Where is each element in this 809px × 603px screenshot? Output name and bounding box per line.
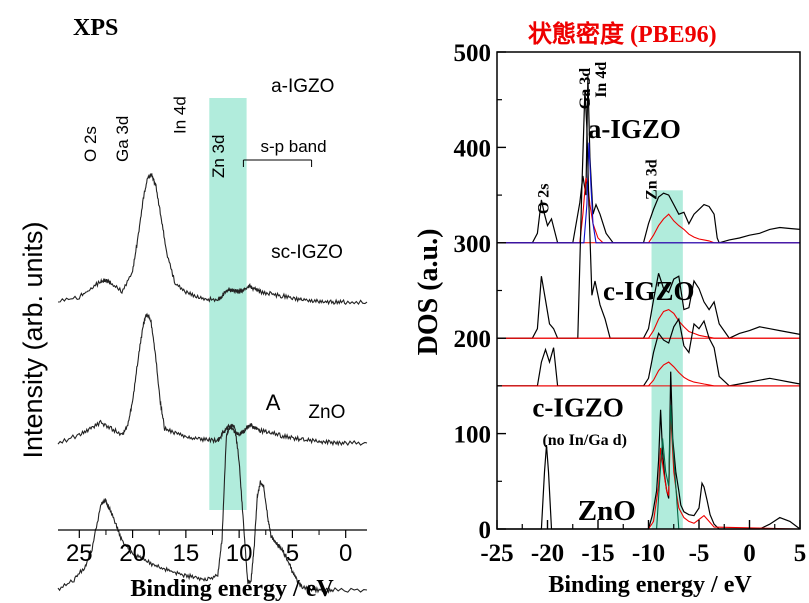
xps-annotation: Ga 3d [113, 116, 132, 162]
dos-y-tick-label: 200 [454, 326, 492, 353]
xps-y-label: Intensity (arb. units) [18, 221, 48, 458]
xps-series-line [57, 312, 368, 447]
xps-annotation: s-p band [260, 137, 326, 156]
dos-annotation: O 2s [535, 184, 552, 215]
dos-baselines [497, 242, 800, 387]
xps-panel: XPS 25 20 15 10 5 0 Binding energy / eV Inten… [18, 15, 368, 602]
dos-series-line [497, 142, 800, 244]
xps-annotation: O 2s [81, 126, 100, 162]
xps-annotation: In 4d [171, 96, 190, 134]
xps-ticks [78, 530, 347, 538]
dos-curves [497, 75, 801, 530]
dos-annotation: Ga 3d [577, 68, 594, 109]
dos-x-label: Binding energy / eV [548, 572, 752, 598]
xps-annotation: sc-IGZO [271, 242, 343, 263]
sp-band-bracket [242, 159, 313, 167]
xps-series-line [57, 423, 368, 594]
xps-annotation: ZnO [308, 402, 345, 423]
xps-title: XPS [73, 15, 118, 41]
xps-annotations: a-IGZO sc-IGZO ZnO A O 2s Ga 3d In 4d Zn 3d s-p … [81, 76, 345, 423]
dos-y-tick-label: 300 [454, 231, 492, 258]
dos-annotations: a-IGZO c-IGZO c-IGZO (no In/Ga d) ZnO O 2s Ga … [532, 62, 694, 528]
dos-panel: 状態密度 (PBE96) -25 -20 -15 -10 -5 0 5 0100200300… [413, 20, 806, 598]
xps-tick-labels: 25 20 15 10 5 0 [66, 540, 352, 567]
dos-annotation: a-IGZO [588, 114, 681, 144]
dos-ticks [496, 51, 801, 530]
xps-x-label: Binding energy / eV [130, 576, 334, 602]
dos-title: 状態密度 (PBE96) [528, 20, 717, 48]
xps-x-tick-label: 0 [339, 540, 352, 567]
xps-annotation: Zn 3d [209, 135, 228, 178]
xps-x-tick-label: 25 [66, 540, 93, 567]
dos-x-tick-label: -5 [689, 540, 710, 567]
dos-y-tick-labels: 0 100 200 300 400 500 [454, 40, 492, 544]
dos-annotation: ZnO [578, 495, 636, 527]
dos-annotation: Zn 3d [644, 159, 661, 200]
dos-x-tick-label: -20 [531, 540, 564, 567]
dos-series-line [497, 361, 800, 387]
dos-annotation: (no In/Ga d) [542, 432, 626, 449]
xps-x-tick-label: 10 [226, 540, 253, 567]
dos-annotation: c-IGZO [603, 276, 695, 306]
dos-series-line [497, 317, 801, 387]
dos-x-tick-label: -25 [480, 540, 513, 567]
dos-y-label: DOS (a.u.) [413, 229, 444, 356]
dos-annotation: c-IGZO [532, 392, 624, 422]
dos-series-line [497, 75, 801, 244]
xps-annotation: a-IGZO [271, 76, 334, 97]
dos-x-tick-label: 5 [794, 540, 807, 567]
dos-annotation: In 4d [593, 62, 610, 98]
dos-series-line [497, 404, 800, 530]
dos-y-tick-label: 400 [454, 135, 492, 162]
dos-zn3d-highlight [651, 190, 683, 529]
dos-x-tick-label: 0 [743, 540, 756, 567]
dos-x-tick-labels: -25 -20 -15 -10 -5 0 5 [480, 540, 806, 567]
xps-x-tick-label: 20 [119, 540, 146, 567]
dos-y-tick-label: 100 [454, 422, 492, 449]
dos-y-tick-label: 0 [479, 517, 492, 544]
xps-x-tick-label: 5 [286, 540, 299, 567]
dos-series-line [497, 308, 800, 339]
xps-curves [57, 172, 368, 594]
dos-series-line [497, 90, 801, 339]
xps-x-tick-label: 15 [173, 540, 200, 567]
xps-annotation: A [266, 390, 281, 415]
dos-x-tick-label: -15 [581, 540, 614, 567]
dos-y-tick-label: 500 [454, 40, 492, 67]
xps-series-line [57, 172, 368, 306]
dos-x-tick-label: -10 [632, 540, 665, 567]
